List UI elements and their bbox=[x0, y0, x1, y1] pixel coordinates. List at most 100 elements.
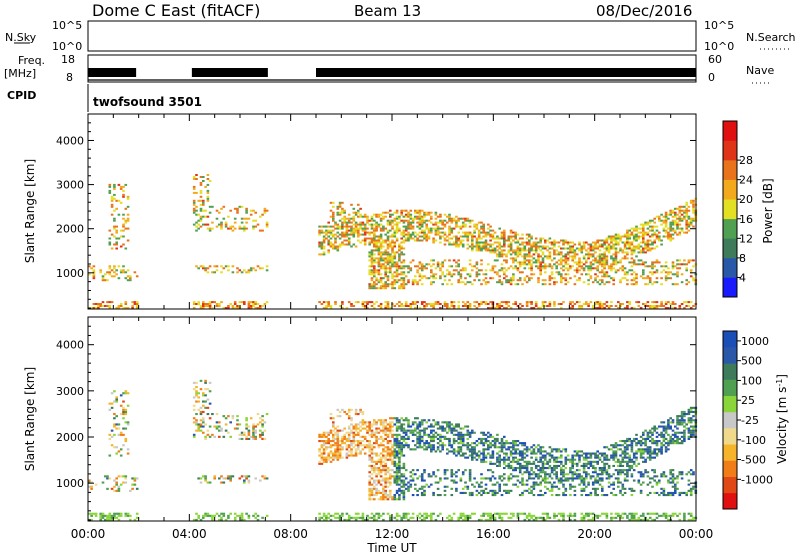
power-cell bbox=[671, 221, 675, 224]
power-cell bbox=[366, 307, 369, 309]
velocity-cell bbox=[534, 446, 538, 449]
power-cell bbox=[569, 301, 572, 304]
power-cell bbox=[603, 275, 606, 278]
power-cell bbox=[669, 271, 672, 274]
power-cell bbox=[605, 249, 609, 252]
velocity-cell bbox=[418, 429, 422, 432]
power-cell bbox=[514, 301, 517, 304]
power-cell bbox=[409, 209, 413, 212]
power-cell bbox=[601, 245, 604, 248]
power-cell bbox=[373, 273, 376, 276]
power-cell bbox=[648, 225, 652, 228]
velocity-cell bbox=[245, 477, 248, 480]
velocity-cell bbox=[452, 512, 456, 515]
power-cell bbox=[119, 185, 123, 188]
velocity-cell bbox=[448, 514, 451, 517]
velocity-cell bbox=[480, 442, 483, 445]
power-cell bbox=[480, 259, 483, 262]
velocity-cell bbox=[204, 475, 207, 478]
velocity-cell bbox=[343, 427, 346, 430]
power-cell bbox=[468, 231, 472, 234]
power-cell bbox=[509, 235, 513, 238]
power-cell bbox=[601, 265, 604, 268]
power-cell bbox=[653, 305, 656, 307]
power-cell bbox=[614, 243, 618, 246]
velocity-cell bbox=[368, 471, 371, 474]
velocity-cell bbox=[220, 427, 223, 430]
power-cell bbox=[571, 307, 574, 309]
power-cell bbox=[525, 259, 529, 262]
power-cell bbox=[569, 249, 572, 252]
power-cell bbox=[436, 233, 440, 236]
power-cell bbox=[222, 307, 226, 309]
power-cell bbox=[518, 271, 522, 274]
velocity-cell bbox=[473, 512, 476, 515]
velocity-cell bbox=[473, 477, 476, 480]
velocity-cell bbox=[471, 512, 474, 515]
power-cell bbox=[617, 261, 620, 264]
velocity-cell bbox=[430, 518, 433, 521]
power-cell bbox=[619, 247, 622, 250]
power-cell bbox=[379, 279, 383, 282]
power-cell bbox=[509, 243, 513, 246]
power-cell bbox=[386, 239, 390, 242]
velocity-cell bbox=[377, 473, 381, 476]
power-cell bbox=[471, 245, 474, 248]
velocity-cell bbox=[389, 431, 392, 434]
power-cell bbox=[329, 229, 333, 232]
power-cell bbox=[206, 174, 210, 176]
power-cell bbox=[370, 239, 374, 242]
power-cell bbox=[384, 269, 387, 272]
power-cell bbox=[441, 261, 444, 264]
velocity-cell bbox=[370, 435, 374, 438]
power-cell bbox=[471, 265, 474, 268]
velocity-cell bbox=[389, 469, 392, 472]
power-cell bbox=[389, 223, 392, 226]
velocity-cell bbox=[473, 448, 476, 451]
power-cell bbox=[318, 243, 321, 246]
power-cell bbox=[414, 239, 417, 242]
power-cell bbox=[571, 305, 574, 307]
velocity-cell bbox=[512, 475, 515, 478]
power-cell bbox=[398, 259, 401, 262]
velocity-cell bbox=[119, 394, 123, 397]
power-cell bbox=[635, 245, 638, 248]
velocity-cell bbox=[126, 514, 130, 517]
velocity-cell bbox=[322, 435, 326, 438]
power-cell bbox=[249, 209, 253, 212]
power-cell bbox=[674, 215, 677, 218]
velocity-cell bbox=[482, 454, 485, 457]
power-cell bbox=[450, 273, 454, 276]
velocity-cell bbox=[126, 512, 130, 515]
power-cell bbox=[389, 271, 392, 274]
power-cell bbox=[557, 251, 561, 254]
velocity-cell bbox=[420, 440, 424, 443]
power-cell bbox=[199, 203, 203, 206]
velocity-cell bbox=[407, 512, 410, 515]
power-cell bbox=[457, 245, 460, 248]
velocity-cell bbox=[375, 483, 378, 486]
velocity-cell bbox=[544, 512, 547, 515]
power-cell bbox=[660, 271, 663, 274]
velocity-cell bbox=[384, 473, 387, 476]
power-cell bbox=[115, 243, 118, 246]
power-cell bbox=[368, 273, 371, 276]
velocity-cell bbox=[325, 514, 328, 517]
velocity-cell bbox=[113, 512, 116, 515]
power-cell bbox=[648, 235, 652, 238]
power-cell bbox=[243, 269, 246, 272]
velocity-cell bbox=[400, 446, 403, 449]
power-cell bbox=[195, 221, 198, 224]
velocity-cell bbox=[354, 410, 358, 413]
power-cell bbox=[409, 303, 413, 305]
power-cell bbox=[414, 217, 417, 220]
power-cell bbox=[582, 241, 586, 244]
velocity-cell bbox=[541, 460, 545, 463]
power-cell bbox=[249, 301, 253, 304]
velocity-cell bbox=[498, 442, 501, 445]
velocity-cell bbox=[532, 460, 536, 463]
power-cell bbox=[199, 305, 203, 307]
velocity-cell bbox=[493, 489, 497, 492]
power-cell bbox=[683, 205, 686, 208]
power-cell bbox=[416, 283, 419, 286]
